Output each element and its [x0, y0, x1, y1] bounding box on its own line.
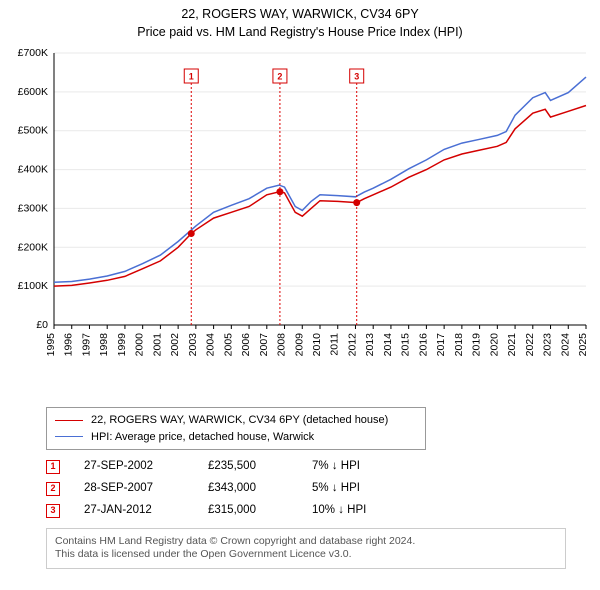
legend: 22, ROGERS WAY, WARWICK, CV34 6PY (detac…: [46, 407, 426, 450]
svg-text:2005: 2005: [222, 333, 234, 357]
svg-text:2014: 2014: [382, 333, 394, 357]
footnote: Contains HM Land Registry data © Crown c…: [46, 528, 566, 569]
svg-text:2022: 2022: [524, 333, 536, 357]
marker-box-1: 1: [46, 460, 60, 474]
svg-text:2019: 2019: [471, 333, 483, 357]
svg-text:2004: 2004: [205, 333, 217, 357]
svg-text:1997: 1997: [80, 333, 92, 357]
svg-text:£600K: £600K: [18, 86, 48, 98]
svg-text:2025: 2025: [577, 333, 589, 357]
sale-row-2: 2 28-SEP-2007 £343,000 5% ↓ HPI: [46, 478, 592, 500]
svg-text:2003: 2003: [187, 333, 199, 357]
legend-label-hpi: HPI: Average price, detached house, Warw…: [91, 429, 314, 446]
svg-text:2020: 2020: [488, 333, 500, 357]
svg-text:£200K: £200K: [18, 241, 48, 253]
svg-text:2012: 2012: [346, 333, 358, 357]
svg-text:1998: 1998: [98, 333, 110, 357]
footnote-line-2: This data is licensed under the Open Gov…: [55, 548, 557, 562]
svg-text:2015: 2015: [400, 333, 412, 357]
svg-text:2010: 2010: [311, 333, 323, 357]
title-line-1: 22, ROGERS WAY, WARWICK, CV34 6PY: [8, 6, 592, 24]
svg-text:1999: 1999: [116, 333, 128, 357]
svg-text:2018: 2018: [453, 333, 465, 357]
title-line-2: Price paid vs. HM Land Registry's House …: [8, 24, 592, 42]
sale-diff-1: 7% ↓ HPI: [312, 456, 412, 478]
chart: £0 £100K £200K £300K £400K £500K £600K £700K 199…: [8, 45, 592, 401]
sale-price-2: £343,000: [208, 478, 288, 500]
svg-text:1: 1: [189, 72, 194, 82]
svg-text:2017: 2017: [435, 333, 447, 357]
chart-container: 22, ROGERS WAY, WARWICK, CV34 6PY Price …: [0, 0, 600, 575]
marker-box-3: 3: [46, 504, 60, 518]
svg-text:2009: 2009: [293, 333, 305, 357]
svg-text:£500K: £500K: [18, 125, 48, 137]
legend-label-house: 22, ROGERS WAY, WARWICK, CV34 6PY (detac…: [91, 412, 388, 429]
title-block: 22, ROGERS WAY, WARWICK, CV34 6PY Price …: [8, 6, 592, 41]
svg-text:£300K: £300K: [18, 202, 48, 214]
sale-diff-2: 5% ↓ HPI: [312, 478, 412, 500]
svg-text:2016: 2016: [417, 333, 429, 357]
svg-text:2: 2: [277, 72, 282, 82]
svg-text:£400K: £400K: [18, 164, 48, 176]
svg-text:£700K: £700K: [18, 47, 48, 59]
svg-text:1995: 1995: [45, 333, 57, 357]
svg-text:2008: 2008: [276, 333, 288, 357]
sale-date-2: 28-SEP-2007: [84, 478, 184, 500]
sales-table: 1 27-SEP-2002 £235,500 7% ↓ HPI 2 28-SEP…: [46, 456, 592, 522]
svg-text:2021: 2021: [506, 333, 518, 357]
svg-text:£0: £0: [36, 319, 48, 331]
chart-svg: £0 £100K £200K £300K £400K £500K £600K £700K 199…: [8, 45, 592, 401]
svg-text:2001: 2001: [151, 333, 163, 357]
svg-text:2013: 2013: [364, 333, 376, 357]
svg-text:2011: 2011: [329, 333, 341, 356]
legend-item-hpi: HPI: Average price, detached house, Warw…: [55, 429, 417, 446]
svg-text:2023: 2023: [542, 333, 554, 357]
svg-text:2007: 2007: [258, 333, 270, 357]
sale-date-3: 27-JAN-2012: [84, 500, 184, 522]
sale-diff-3: 10% ↓ HPI: [312, 500, 412, 522]
svg-text:3: 3: [354, 72, 359, 82]
svg-text:2002: 2002: [169, 333, 181, 357]
marker-box-2: 2: [46, 482, 60, 496]
footnote-line-1: Contains HM Land Registry data © Crown c…: [55, 535, 557, 549]
svg-text:2024: 2024: [559, 333, 571, 357]
legend-swatch-house: [55, 420, 83, 421]
sale-price-3: £315,000: [208, 500, 288, 522]
svg-text:2000: 2000: [134, 333, 146, 357]
legend-swatch-hpi: [55, 436, 83, 437]
sale-row-1: 1 27-SEP-2002 £235,500 7% ↓ HPI: [46, 456, 592, 478]
sale-row-3: 3 27-JAN-2012 £315,000 10% ↓ HPI: [46, 500, 592, 522]
svg-text:2006: 2006: [240, 333, 252, 357]
legend-item-house: 22, ROGERS WAY, WARWICK, CV34 6PY (detac…: [55, 412, 417, 429]
sale-date-1: 27-SEP-2002: [84, 456, 184, 478]
svg-text:1996: 1996: [63, 333, 75, 357]
svg-text:£100K: £100K: [18, 280, 48, 292]
sale-price-1: £235,500: [208, 456, 288, 478]
